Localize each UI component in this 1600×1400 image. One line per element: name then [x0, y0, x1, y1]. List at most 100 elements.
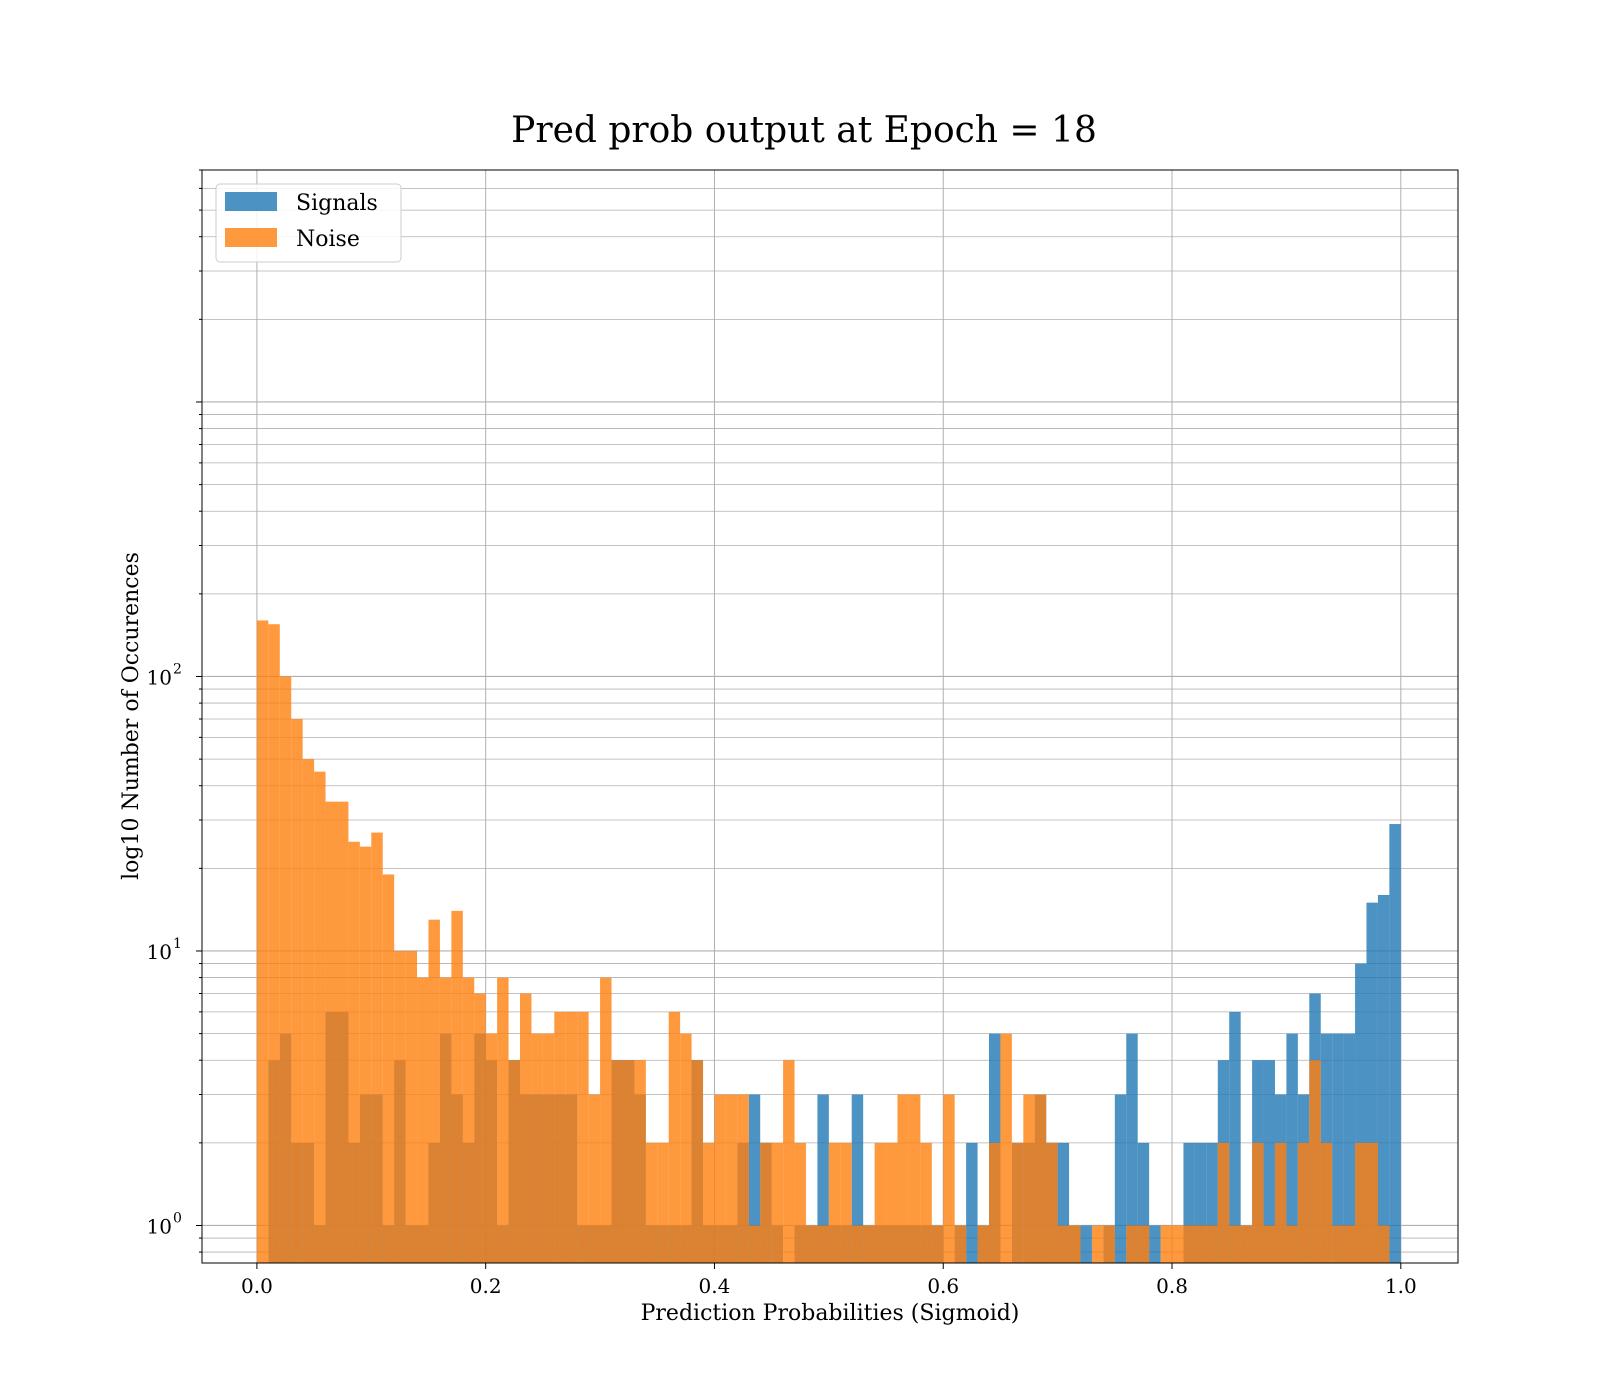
noise-bar [577, 1011, 589, 1263]
y-tick-label: 10 [147, 940, 172, 964]
x-tick-label: 1.0 [1385, 1274, 1417, 1298]
noise-bar [439, 977, 452, 1263]
noise-bar [634, 1060, 646, 1263]
noise-bar [691, 1060, 704, 1263]
noise-bar [1229, 1225, 1241, 1263]
x-axis-label: Prediction Probabilities (Sigmoid) [641, 1301, 1020, 1326]
signals-bar [851, 1094, 864, 1263]
noise-bar [1011, 1142, 1024, 1263]
y-tick-exponent: 0 [173, 1210, 182, 1226]
noise-bar [542, 1033, 555, 1263]
signals-bar [1183, 1142, 1195, 1263]
y-tick-label: 10 [147, 1214, 172, 1238]
signals-bar [1263, 1060, 1275, 1263]
noise-bar [760, 1142, 772, 1263]
noise-bar [359, 846, 372, 1263]
noise-bar [1160, 1225, 1173, 1263]
noise-bar [1126, 1225, 1138, 1263]
signals-bar [1343, 1033, 1356, 1263]
noise-bar [279, 676, 292, 1263]
signals-bar [1137, 1142, 1150, 1263]
noise-bar [1057, 1225, 1070, 1263]
legend-label-signals: Signals [296, 191, 378, 216]
noise-bar [485, 1033, 498, 1263]
noise-bar [1297, 1142, 1310, 1263]
noise-bar [1332, 1225, 1344, 1263]
noise-bar [520, 993, 532, 1263]
noise-bar [943, 1094, 955, 1263]
noise-bar [336, 801, 349, 1263]
noise-bar [1034, 1094, 1047, 1263]
noise-bar [703, 1142, 715, 1263]
noise-bar [805, 1225, 818, 1263]
noise-bar [1206, 1225, 1218, 1263]
noise-bar [302, 759, 315, 1263]
noise-bar [783, 1060, 795, 1263]
noise-bar [371, 832, 383, 1263]
noise-bar [554, 1011, 566, 1263]
noise-bar [645, 1142, 658, 1263]
noise-bar [382, 874, 395, 1263]
noise-bar [886, 1142, 898, 1263]
legend-label-noise: Noise [296, 227, 360, 252]
noise-bar [451, 910, 463, 1263]
signals-bar [1229, 1011, 1241, 1263]
signals-bar [966, 1142, 978, 1263]
noise-bar [1343, 1225, 1356, 1263]
noise-bar [325, 801, 337, 1263]
signals-bar [1114, 1094, 1127, 1263]
signals-bar [1377, 894, 1390, 1263]
noise-bar [531, 1033, 543, 1263]
noise-bar [291, 719, 303, 1263]
signals-bar [1206, 1142, 1218, 1263]
noise-bar [748, 1225, 761, 1263]
noise-bar [1240, 1225, 1253, 1263]
noise-bar [725, 1094, 738, 1263]
signals-bar [1080, 1225, 1092, 1263]
noise-bar [851, 1225, 864, 1263]
noise-bar [1366, 1142, 1378, 1263]
noise-bar [1355, 1142, 1367, 1263]
noise-bar [920, 1142, 932, 1263]
noise-bar [794, 1142, 806, 1263]
noise-bar [1103, 1225, 1115, 1263]
noise-bar [657, 1142, 669, 1263]
noise-bar [771, 1142, 784, 1263]
legend-swatch-noise [225, 228, 277, 247]
signals-bar [1126, 1033, 1138, 1263]
noise-bar [508, 1060, 521, 1263]
noise-bar [256, 620, 269, 1263]
noise-bar [1320, 1142, 1333, 1263]
noise-bar [863, 1225, 875, 1263]
y-tick-label: 10 [147, 665, 172, 689]
chart-title: Pred prob output at Epoch = 18 [511, 110, 1097, 151]
noise-bar [737, 1094, 749, 1263]
signals-bar [1194, 1142, 1207, 1263]
noise-bar [1046, 1142, 1058, 1263]
noise-bar [1183, 1225, 1195, 1263]
noise-bar [954, 1225, 967, 1263]
noise-bar [611, 1060, 623, 1263]
noise-bar [931, 1225, 944, 1263]
noise-bar [1137, 1225, 1150, 1263]
noise-bar [977, 1225, 990, 1263]
noise-bar [1023, 1094, 1035, 1263]
signals-bar [1389, 824, 1401, 1263]
signals-bar [748, 1094, 761, 1263]
noise-bar [828, 1142, 841, 1263]
signals-bar [1355, 963, 1367, 1263]
x-tick-label: 0.4 [699, 1274, 731, 1298]
noise-bars [256, 620, 1390, 1263]
noise-bar [314, 771, 326, 1263]
noise-bar [1172, 1225, 1184, 1263]
noise-bar [1091, 1225, 1104, 1263]
noise-bar [840, 1142, 852, 1263]
noise-bar [474, 993, 486, 1263]
signals-bar [1366, 902, 1378, 1263]
noise-bar [405, 950, 418, 1263]
x-tick-label: 0.8 [1156, 1274, 1188, 1298]
x-axis-ticks: 0.0 0.2 0.4 0.6 0.8 1.0 [241, 1263, 1417, 1298]
noise-bar [1252, 1142, 1264, 1263]
noise-bar [680, 1033, 692, 1263]
signals-bar [1332, 1033, 1344, 1263]
